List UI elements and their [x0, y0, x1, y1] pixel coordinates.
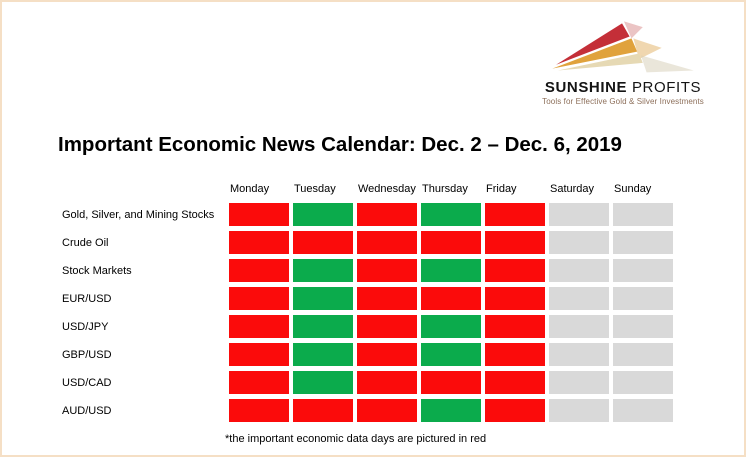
calendar-cell-green	[293, 371, 353, 394]
calendar-cell-gray	[549, 371, 609, 394]
calendar-cell-red	[229, 231, 289, 254]
calendar-cell-gray	[549, 287, 609, 310]
calendar-cell-red	[485, 259, 545, 282]
calendar-grid: Monday Tuesday Wednesday Thursday Friday Satu…	[62, 181, 673, 422]
calendar-cell-red	[485, 371, 545, 394]
calendar-cell-gray	[549, 343, 609, 366]
calendar-cell-red	[293, 399, 353, 422]
calendar-cell-red	[485, 343, 545, 366]
calendar-cell-green	[421, 315, 481, 338]
calendar-cell-gray	[549, 231, 609, 254]
brand-name-profits: PROFITS	[631, 79, 702, 96]
calendar-cell-red	[229, 343, 289, 366]
calendar-cell-green	[293, 315, 353, 338]
calendar-cell-gray	[549, 315, 609, 338]
calendar-cell-red	[421, 371, 481, 394]
calendar-cell-gray	[613, 231, 673, 254]
brand-name: SUNSHINE PROFITS	[534, 79, 712, 96]
day-header: Tuesday	[294, 183, 336, 195]
day-header: Sunday	[614, 183, 652, 195]
calendar-cell-red	[229, 203, 289, 226]
calendar-cell-red	[229, 371, 289, 394]
calendar-cell-red	[357, 203, 417, 226]
row-label: Crude Oil	[62, 236, 109, 249]
calendar-cell-red	[357, 343, 417, 366]
calendar-cell-gray	[613, 399, 673, 422]
day-header: Saturday	[550, 183, 595, 195]
row-label: GBP/USD	[62, 348, 112, 361]
row-label: AUD/USD	[62, 404, 112, 417]
day-header: Monday	[230, 183, 270, 195]
row-label: EUR/USD	[62, 292, 112, 305]
calendar-cell-red	[357, 371, 417, 394]
calendar-cell-green	[293, 259, 353, 282]
calendar-cell-gray	[549, 259, 609, 282]
calendar-cell-green	[293, 343, 353, 366]
calendar-cell-gray	[613, 371, 673, 394]
calendar-cell-red	[421, 231, 481, 254]
calendar-cell-gray	[613, 287, 673, 310]
row-label: USD/CAD	[62, 376, 112, 389]
calendar-cell-gray	[549, 399, 609, 422]
calendar-cell-red	[485, 399, 545, 422]
calendar-cell-gray	[613, 203, 673, 226]
footnote: *the important economic data days are pi…	[225, 433, 487, 445]
calendar-cell-red	[485, 231, 545, 254]
brand-tagline: Tools for Effective Gold & Silver Invest…	[542, 97, 704, 106]
logo: SUNSHINE PROFITS Tools for Effective Gol…	[534, 12, 712, 106]
calendar-cell-red	[485, 203, 545, 226]
row-label: Stock Markets	[62, 264, 132, 277]
calendar-cell-red	[357, 287, 417, 310]
calendar-cell-red	[229, 315, 289, 338]
calendar-cell-red	[357, 315, 417, 338]
calendar-cell-green	[293, 203, 353, 226]
calendar-cell-green	[421, 259, 481, 282]
calendar-cell-gray	[549, 203, 609, 226]
row-label: USD/JPY	[62, 320, 109, 333]
calendar-cell-red	[229, 259, 289, 282]
row-label: Gold, Silver, and Mining Stocks	[62, 208, 215, 221]
brand-name-sunshine: SUNSHINE	[544, 79, 628, 96]
calendar-cell-green	[293, 287, 353, 310]
calendar-cell-red	[421, 287, 481, 310]
calendar-cell-red	[357, 259, 417, 282]
calendar-cell-red	[485, 315, 545, 338]
day-header: Wednesday	[358, 183, 416, 195]
logo-arrows-icon	[552, 21, 694, 73]
calendar-cell-red	[357, 231, 417, 254]
calendar-cell-red	[229, 287, 289, 310]
day-header: Friday	[486, 183, 517, 195]
calendar-cell-green	[421, 203, 481, 226]
calendar-cell-green	[421, 399, 481, 422]
page-title: Important Economic News Calendar: Dec. 2…	[58, 133, 622, 156]
calendar-cell-green	[421, 343, 481, 366]
calendar-cell-red	[485, 287, 545, 310]
calendar-cell-gray	[613, 259, 673, 282]
calendar-cell-gray	[613, 315, 673, 338]
calendar-cell-red	[357, 399, 417, 422]
day-header: Thursday	[422, 183, 468, 195]
grid-corner	[62, 181, 225, 198]
calendar-cell-red	[229, 399, 289, 422]
calendar-cell-gray	[613, 343, 673, 366]
calendar-cell-red	[293, 231, 353, 254]
